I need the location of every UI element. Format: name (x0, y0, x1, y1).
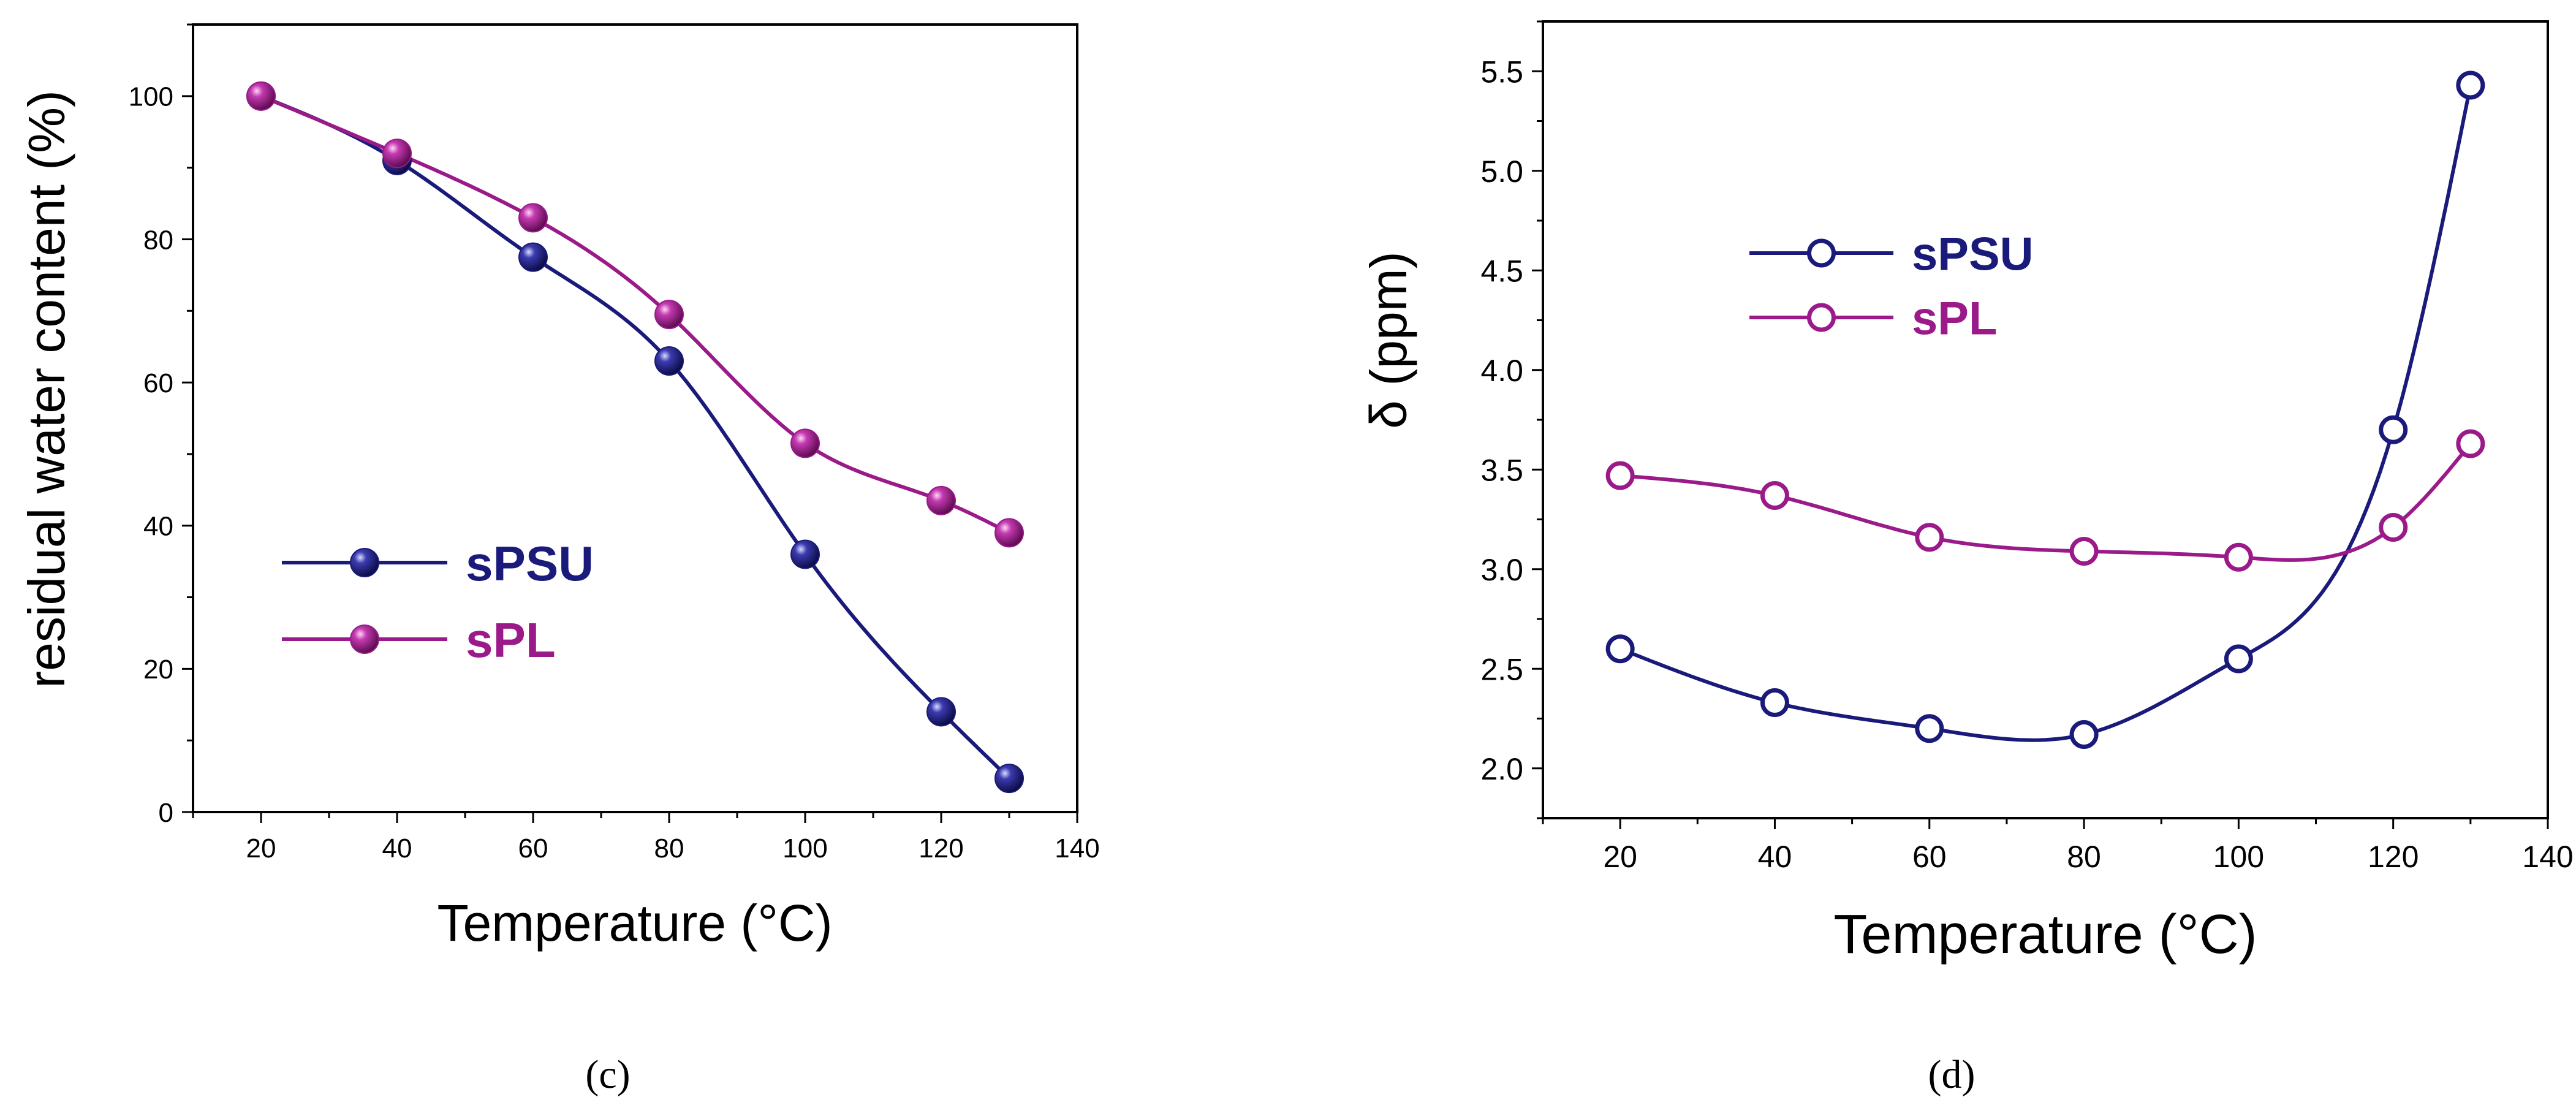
series-markers-c (246, 81, 1024, 794)
x-tick-label: 80 (2067, 840, 2101, 874)
chart-panel-c: 20 40 60 80 100 120 140 0 20 40 60 80 100 sPSU sPL T… (18, 23, 1100, 1097)
legend-label-spsu: sPSU (466, 536, 594, 591)
y-tick-label: 80 (143, 225, 173, 255)
x-tick-label: 20 (1603, 840, 1637, 874)
legend-d: sPSU sPL (1749, 228, 2034, 344)
data-point-spl (2456, 429, 2485, 458)
series-lines-c (260, 94, 1011, 780)
data-point-spsu (2224, 644, 2253, 674)
data-point-spsu (654, 346, 684, 376)
series-line-spl (1619, 442, 2472, 562)
x-tick-label: 140 (2522, 840, 2573, 874)
legend-marker-spsu (350, 548, 379, 577)
data-point-spl (382, 139, 412, 169)
data-point-spl (2379, 513, 2408, 542)
y-tick-label: 60 (143, 368, 173, 398)
legend-marker-spl (1807, 303, 1836, 332)
y-tick-label: 5.5 (1480, 55, 1523, 89)
x-tick-label: 100 (2213, 840, 2264, 874)
data-point-spsu (994, 764, 1024, 794)
legend-label-spl: sPL (466, 613, 556, 667)
series-lines-d (1619, 85, 2472, 742)
data-point-spsu (1915, 714, 1944, 743)
data-point-spl (926, 485, 956, 515)
data-point-spsu (1605, 634, 1635, 664)
y-tick-label: 5.0 (1480, 154, 1523, 189)
series-line-spsu (260, 94, 1011, 780)
data-point-spsu (2456, 70, 2485, 100)
data-point-spl (246, 81, 276, 111)
panel-caption-c: (c) (585, 1052, 630, 1097)
x-axis-label-c: Temperature (°C) (437, 894, 832, 952)
x-axis-label-d: Temperature (°C) (1833, 904, 2257, 965)
y-tick-label: 3.5 (1480, 453, 1523, 487)
data-point-spsu (790, 539, 820, 569)
x-tick-label: 120 (919, 833, 963, 864)
y-tick-label: 4.0 (1480, 354, 1523, 388)
data-point-spl (518, 203, 548, 233)
data-point-spl (1915, 523, 1944, 552)
x-tick-label: 100 (782, 833, 827, 864)
x-tick-label: 60 (518, 833, 548, 864)
legend-marker-spl (350, 624, 379, 654)
data-point-spl (2069, 537, 2099, 566)
x-tick-label: 40 (382, 833, 412, 864)
series-markers-d (1605, 70, 2485, 749)
y-ticks-d: 2.0 2.5 3.0 3.5 4.0 4.5 5.0 5.5 (1480, 20, 1543, 819)
x-tick-label: 60 (1912, 840, 1947, 874)
y-tick-label: 20 (143, 655, 173, 685)
x-tick-label: 140 (1055, 833, 1099, 864)
panel-caption-d: (d) (1928, 1052, 1976, 1097)
chart-panel-d: 20 40 60 80 100 120 140 2.0 2.5 3.0 3.5 4.0 4.5 5.0 5… (1360, 20, 2574, 1097)
legend-label-spsu: sPSU (1912, 228, 2034, 280)
y-tick-label: 3.0 (1480, 553, 1523, 587)
x-ticks-d: 20 40 60 80 100 120 140 (1542, 818, 2574, 874)
y-axis-label-d: δ (ppm) (1360, 251, 1417, 428)
x-tick-label: 80 (654, 833, 684, 864)
y-tick-label: 2.0 (1480, 752, 1523, 786)
data-point-spl (1760, 481, 1789, 510)
x-ticks-c: 20 40 60 80 100 120 140 (192, 812, 1100, 864)
data-point-spl (2224, 542, 2253, 572)
data-point-spl (790, 428, 820, 458)
data-point-spsu (518, 242, 548, 272)
x-tick-label: 40 (1758, 840, 1792, 874)
y-tick-label: 0 (159, 798, 173, 828)
data-point-spl (1605, 461, 1635, 490)
series-line-spsu (1619, 85, 2472, 742)
data-point-spsu (926, 697, 956, 727)
y-tick-label: 4.5 (1480, 254, 1523, 288)
data-point-spsu (2379, 415, 2408, 444)
legend-marker-spsu (1807, 238, 1836, 268)
legend-c: sPSU sPL (282, 536, 594, 667)
data-point-spl (654, 300, 684, 330)
series-line-spl (260, 94, 1010, 535)
x-tick-label: 120 (2368, 840, 2419, 874)
y-axis-label-c: residual water content (%) (18, 90, 75, 688)
plot-frame-c (192, 23, 1078, 813)
data-point-spl (994, 518, 1024, 548)
y-tick-label: 40 (143, 512, 173, 542)
y-tick-label: 2.5 (1480, 652, 1523, 686)
y-tick-label: 100 (129, 82, 173, 112)
data-point-spsu (2069, 720, 2099, 749)
y-ticks-c: 0 20 40 60 80 100 (129, 23, 193, 828)
data-point-spsu (1760, 688, 1789, 717)
x-tick-label: 20 (246, 833, 276, 864)
legend-label-spl: sPL (1912, 292, 1997, 344)
